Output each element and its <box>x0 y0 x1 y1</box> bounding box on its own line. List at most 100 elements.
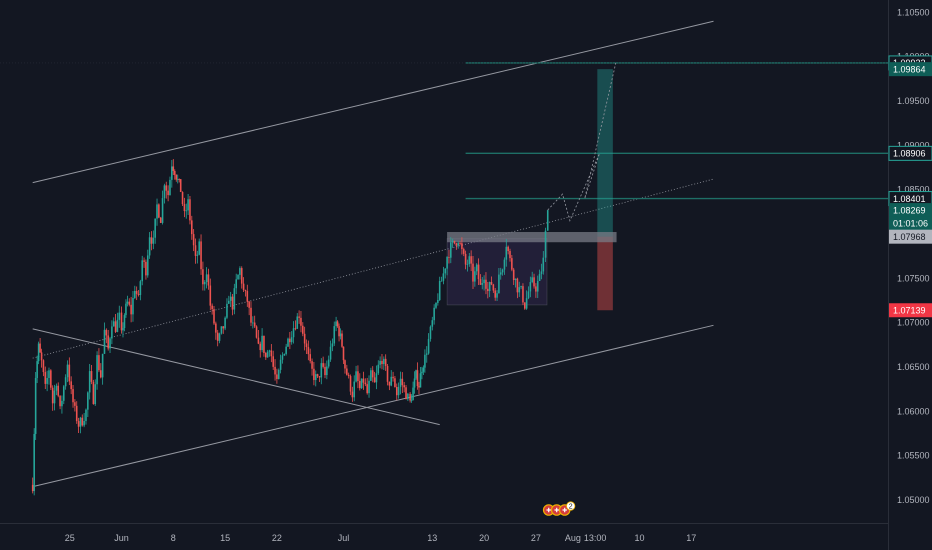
candle-body[interactable] <box>540 271 543 274</box>
candle-body[interactable] <box>252 322 254 324</box>
candle-body[interactable] <box>346 368 348 375</box>
candle-body[interactable] <box>507 246 509 252</box>
candle-body[interactable] <box>196 254 199 256</box>
candle-body[interactable] <box>327 359 330 367</box>
candle-body[interactable] <box>431 320 434 327</box>
candle-body[interactable] <box>446 256 448 269</box>
candle-body[interactable] <box>114 321 117 332</box>
candle-body[interactable] <box>178 179 181 180</box>
candle-body[interactable] <box>31 484 34 492</box>
candle-body[interactable] <box>407 393 409 400</box>
candle-body[interactable] <box>98 355 100 371</box>
candle-body[interactable] <box>192 234 195 246</box>
candle-body[interactable] <box>522 286 524 303</box>
candle-body[interactable] <box>239 268 241 275</box>
candle-body[interactable] <box>418 386 420 388</box>
candle-body[interactable] <box>270 350 273 357</box>
candle-body[interactable] <box>429 326 432 339</box>
candle-body[interactable] <box>536 281 539 292</box>
candle-body[interactable] <box>185 210 188 212</box>
candle-body[interactable] <box>248 301 250 308</box>
candle-body[interactable] <box>105 329 108 336</box>
candle-body[interactable] <box>203 281 206 285</box>
projection-path[interactable] <box>547 62 617 222</box>
candle-body[interactable] <box>466 263 469 265</box>
plot-area[interactable] <box>0 20 888 496</box>
trendline-1[interactable] <box>32 20 714 184</box>
candle-body[interactable] <box>373 377 376 383</box>
candle-body[interactable] <box>222 326 225 329</box>
candle-body[interactable] <box>457 243 459 246</box>
candle-body[interactable] <box>137 293 140 295</box>
candle-body[interactable] <box>488 282 491 292</box>
candle-body[interactable] <box>36 361 38 378</box>
candle-body[interactable] <box>462 249 465 254</box>
candle-body[interactable] <box>96 355 98 385</box>
candle-body[interactable] <box>173 170 176 175</box>
candle-body[interactable] <box>326 366 328 376</box>
candle-body[interactable] <box>512 269 515 281</box>
candle-body[interactable] <box>335 321 337 327</box>
candle-body[interactable] <box>322 363 324 367</box>
candle-body[interactable] <box>464 253 467 265</box>
candle-body[interactable] <box>99 370 102 378</box>
candle-body[interactable] <box>358 380 361 389</box>
candle-body[interactable] <box>453 240 456 244</box>
candle-body[interactable] <box>92 381 95 405</box>
candle-body[interactable] <box>421 371 423 374</box>
candle-body[interactable] <box>40 352 43 361</box>
candle-body[interactable] <box>360 378 363 389</box>
candle-body[interactable] <box>351 391 354 398</box>
candle-body[interactable] <box>200 241 202 270</box>
position-target-zone[interactable] <box>597 69 613 237</box>
candle-body[interactable] <box>44 372 47 384</box>
candle-body[interactable] <box>316 374 319 377</box>
candle-body[interactable] <box>85 409 87 421</box>
candle-body[interactable] <box>370 370 372 381</box>
candle-body[interactable] <box>172 166 175 171</box>
time-axis[interactable]: 25 Jun 8 15 22 Jul 13 20 27 Aug 13:00 10 17 <box>65 533 697 543</box>
candle-body[interactable] <box>440 280 443 282</box>
candle-body[interactable] <box>235 279 237 289</box>
candle-body[interactable] <box>339 333 342 337</box>
candle-body[interactable] <box>39 343 41 353</box>
candle-body[interactable] <box>349 376 352 392</box>
candle-body[interactable] <box>371 370 374 378</box>
candle-body[interactable] <box>183 204 186 212</box>
candle-body[interactable] <box>472 263 474 282</box>
candle-body[interactable] <box>448 256 450 258</box>
candle-body[interactable] <box>292 328 295 338</box>
candle-body[interactable] <box>88 371 91 393</box>
candle-body[interactable] <box>68 364 71 382</box>
candle-body[interactable] <box>498 274 500 294</box>
candle-body[interactable] <box>318 376 321 378</box>
candle-body[interactable] <box>364 382 367 385</box>
candle-body[interactable] <box>250 307 252 323</box>
candle-body[interactable] <box>470 256 472 264</box>
candle-body[interactable] <box>329 346 332 360</box>
candle-body[interactable] <box>277 369 280 379</box>
candle-body[interactable] <box>231 296 234 310</box>
candle-body[interactable] <box>143 260 145 262</box>
candle-body[interactable] <box>109 338 111 349</box>
candle-body[interactable] <box>167 190 169 196</box>
candle-body[interactable] <box>130 304 132 315</box>
candle-body[interactable] <box>459 243 461 244</box>
candle-body[interactable] <box>228 300 230 304</box>
candle-body[interactable] <box>207 274 210 286</box>
candle-body[interactable] <box>189 199 191 221</box>
candle-body[interactable] <box>132 297 134 315</box>
candle-body[interactable] <box>171 166 173 180</box>
candle-body[interactable] <box>538 273 541 282</box>
candle-body[interactable] <box>296 316 299 329</box>
candle-body[interactable] <box>474 271 476 282</box>
candle-body[interactable] <box>381 360 383 365</box>
price-axis[interactable]: 1.105001.100001.095001.090001.085001.080… <box>888 7 932 505</box>
candle-body[interactable] <box>37 343 40 362</box>
candle-body[interactable] <box>379 360 381 365</box>
candle-body[interactable] <box>289 338 291 343</box>
candle-body[interactable] <box>261 335 263 351</box>
candle-body[interactable] <box>395 386 398 396</box>
candle-body[interactable] <box>302 325 304 334</box>
candle-body[interactable] <box>81 417 84 426</box>
